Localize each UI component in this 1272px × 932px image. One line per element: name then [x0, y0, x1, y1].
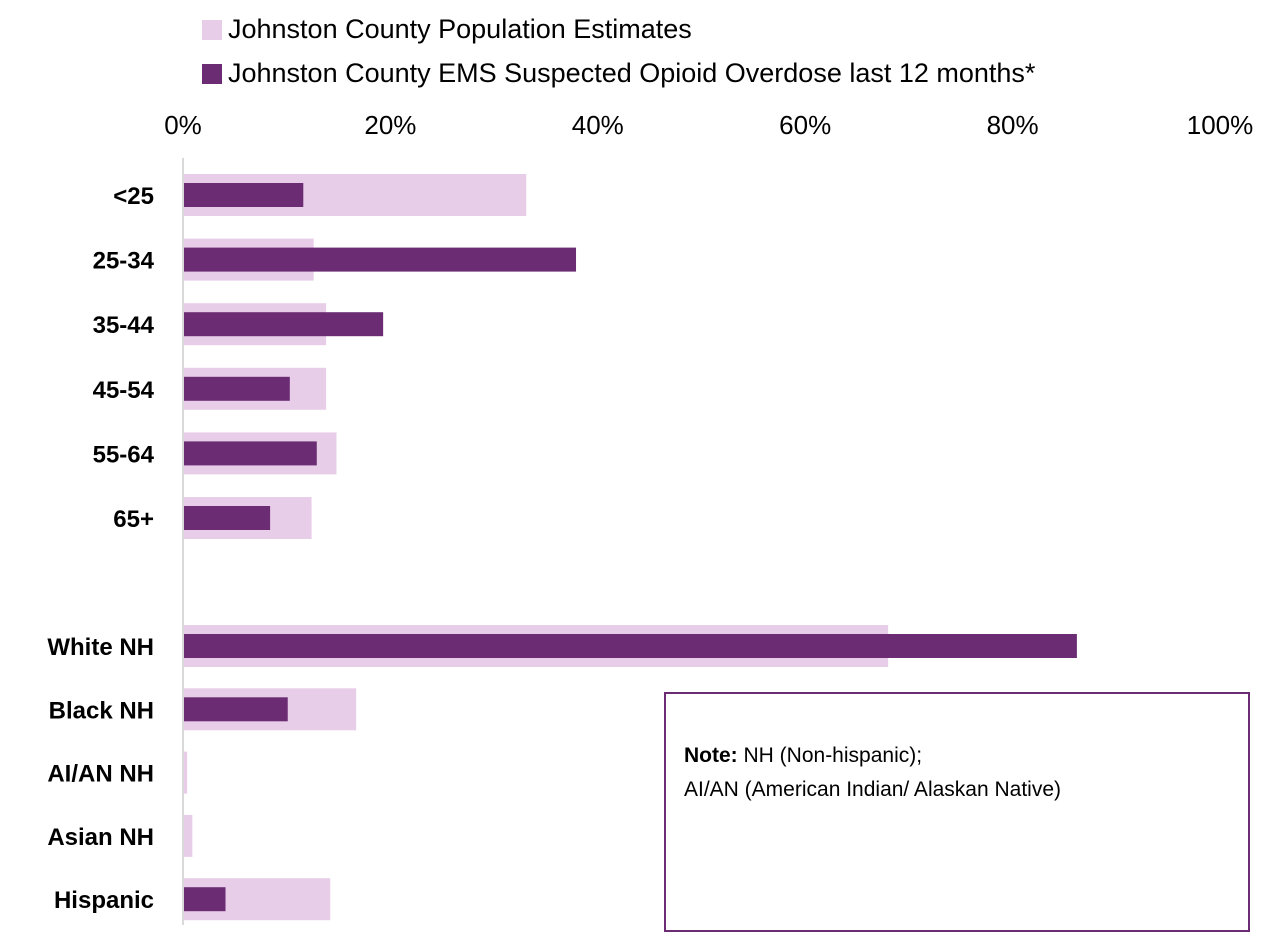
note-text-1: NH (Non-hispanic);	[737, 744, 923, 767]
legend-item-ems: Johnston County EMS Suspected Opioid Ove…	[202, 58, 1035, 89]
legend-label-population: Johnston County Population Estimates	[228, 14, 692, 44]
y-category-label: White NH	[47, 634, 154, 661]
y-category-label: 55-64	[93, 441, 155, 468]
x-tick-label: 60%	[779, 110, 831, 140]
bar-ems	[184, 441, 317, 466]
legend-swatch-ems	[202, 63, 222, 84]
x-tick-label: 100%	[1187, 110, 1254, 140]
legend-label-ems: Johnston County EMS Suspected Opioid Ove…	[228, 58, 1036, 88]
note-box: Note: NH (Non-hispanic); AI/AN (American…	[664, 692, 1250, 932]
bar-population	[184, 751, 188, 794]
y-category-label: 65+	[113, 506, 154, 533]
y-category-label: 35-44	[93, 312, 155, 339]
legend: Johnston County Population Estimates Joh…	[0, 0, 1272, 100]
legend-item-population: Johnston County Population Estimates	[202, 14, 692, 45]
bar-ems	[184, 634, 1077, 658]
note-line-2: AI/AN (American Indian/ Alaskan Native)	[684, 778, 1061, 801]
bar-population	[184, 814, 193, 857]
y-category-label: Black NH	[49, 697, 154, 724]
y-category-label: Asian NH	[47, 824, 154, 851]
bar-ems	[184, 247, 577, 272]
x-tick-label: 20%	[364, 110, 416, 140]
y-category-label: 45-54	[93, 377, 155, 404]
y-category-label: <25	[113, 183, 154, 210]
bar-ems	[184, 697, 288, 722]
legend-swatch-population	[202, 19, 222, 40]
bar-ems	[184, 376, 290, 401]
bar-ems	[184, 183, 304, 207]
x-tick-label: 80%	[987, 110, 1039, 140]
y-category-label: 25-34	[93, 248, 155, 275]
bar-ems	[184, 312, 384, 337]
bar-ems	[184, 506, 271, 530]
x-tick-label: 40%	[572, 110, 624, 140]
note-line-1: Note: NH (Non-hispanic);	[684, 744, 922, 768]
y-category-label: AI/AN NH	[47, 761, 154, 788]
bar-ems	[184, 887, 226, 912]
note-label: Note:	[684, 744, 738, 767]
y-category-label: Hispanic	[54, 887, 154, 914]
x-tick-label: 0%	[164, 110, 202, 140]
